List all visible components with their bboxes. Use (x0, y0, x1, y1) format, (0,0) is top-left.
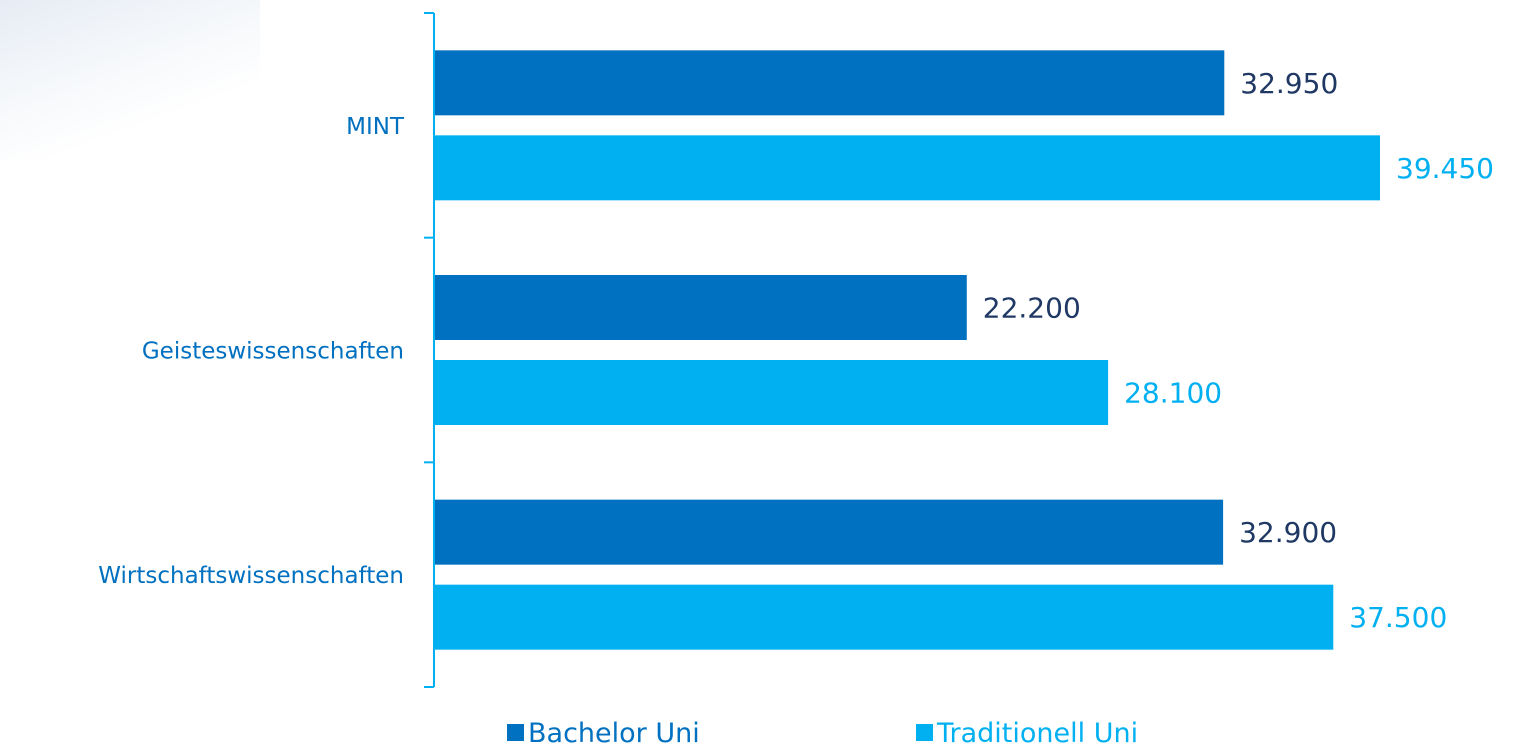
data-label: 28.100 (1124, 377, 1222, 410)
bar-traditionell (435, 360, 1109, 425)
category-label: Wirtschaftswissenschaften (98, 563, 404, 589)
data-label: 37.500 (1349, 601, 1447, 634)
legend-label: Bachelor Uni (528, 718, 700, 749)
legend-swatch (507, 724, 524, 741)
bar-bachelor (435, 275, 967, 340)
data-label: 32.900 (1239, 516, 1337, 549)
legend-swatch (916, 724, 933, 741)
category-label: Geisteswissenschaften (142, 339, 404, 365)
data-label: 32.950 (1240, 67, 1338, 100)
bar-bachelor (435, 499, 1224, 565)
legend-label: Traditionell Uni (936, 718, 1138, 749)
data-label: 22.200 (983, 292, 1081, 325)
bar-traditionell (435, 584, 1334, 650)
bar-bachelor (435, 50, 1225, 116)
bar-traditionell (435, 135, 1380, 201)
category-label: MINT (346, 114, 405, 140)
data-label: 39.450 (1396, 152, 1494, 185)
